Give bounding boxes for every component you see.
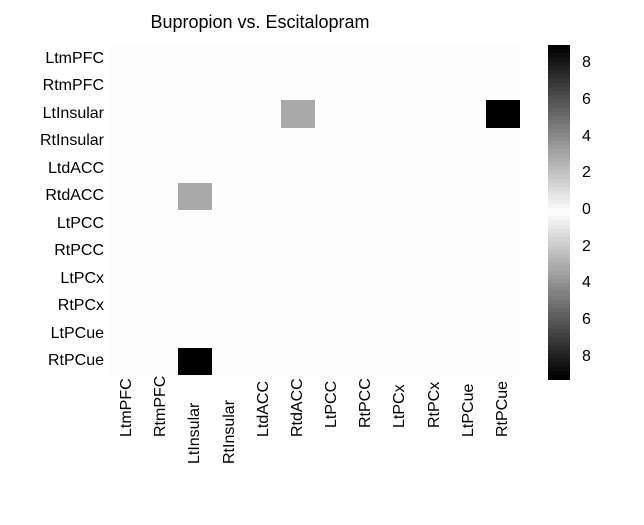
colorbar-tick-label: 6: [582, 92, 591, 108]
y-tick-label: LtPCx: [0, 271, 104, 287]
y-tick-label: LtdACC: [0, 161, 104, 177]
heatmap-cell: [281, 100, 315, 128]
colorbar-segment: [548, 375, 570, 380]
x-tick-label: RtdACC: [290, 378, 306, 437]
colorbar-tick-label: 6: [582, 312, 591, 328]
x-tick-label: LtPCx: [392, 384, 408, 428]
x-tick-label: RtPCue: [495, 381, 511, 437]
colorbar-tick-label: 4: [582, 275, 591, 291]
x-tick-label: LtPCC: [324, 381, 340, 428]
x-tick-label: RtmPFC: [153, 375, 169, 436]
x-tick-label: LtdACC: [256, 381, 272, 437]
x-tick-label: LtPCue: [461, 383, 477, 436]
y-tick-label: RtdACC: [0, 188, 104, 204]
heatmap-plot: [110, 45, 520, 375]
colorbar-tick-label: 8: [582, 55, 591, 71]
colorbar-tick-label: 0: [582, 202, 591, 218]
colorbar: [548, 45, 570, 375]
heatmap-cell: [178, 348, 212, 376]
colorbar-tick-label: 2: [582, 239, 591, 255]
x-tick-label: RtPCx: [427, 382, 443, 428]
heatmap-cell: [178, 183, 212, 211]
y-tick-label: RtmPFC: [0, 78, 104, 94]
colorbar-tick-label: 2: [582, 165, 591, 181]
y-tick-label: RtPCx: [0, 298, 104, 314]
y-tick-label: LtPCue: [0, 326, 104, 342]
y-tick-label: LtInsular: [0, 106, 104, 122]
figure: Bupropion vs. Escitalopram LtmPFC RtmPFC L…: [0, 0, 644, 525]
heatmap-cell: [486, 100, 520, 128]
y-tick-label: RtPCue: [0, 353, 104, 369]
y-tick-label: LtPCC: [0, 216, 104, 232]
x-tick-label: RtPCC: [358, 378, 374, 428]
colorbar-tick-label: 8: [582, 349, 591, 365]
y-tick-label: RtInsular: [0, 133, 104, 149]
colorbar-tick-label: 4: [582, 129, 591, 145]
y-tick-label: LtmPFC: [0, 51, 104, 67]
chart-title: Bupropion vs. Escitalopram: [0, 12, 520, 33]
y-tick-label: RtPCC: [0, 243, 104, 259]
x-tick-label: LtInsular: [187, 402, 203, 463]
x-tick-label: LtmPFC: [119, 378, 135, 437]
x-tick-label: RtInsular: [222, 400, 238, 464]
